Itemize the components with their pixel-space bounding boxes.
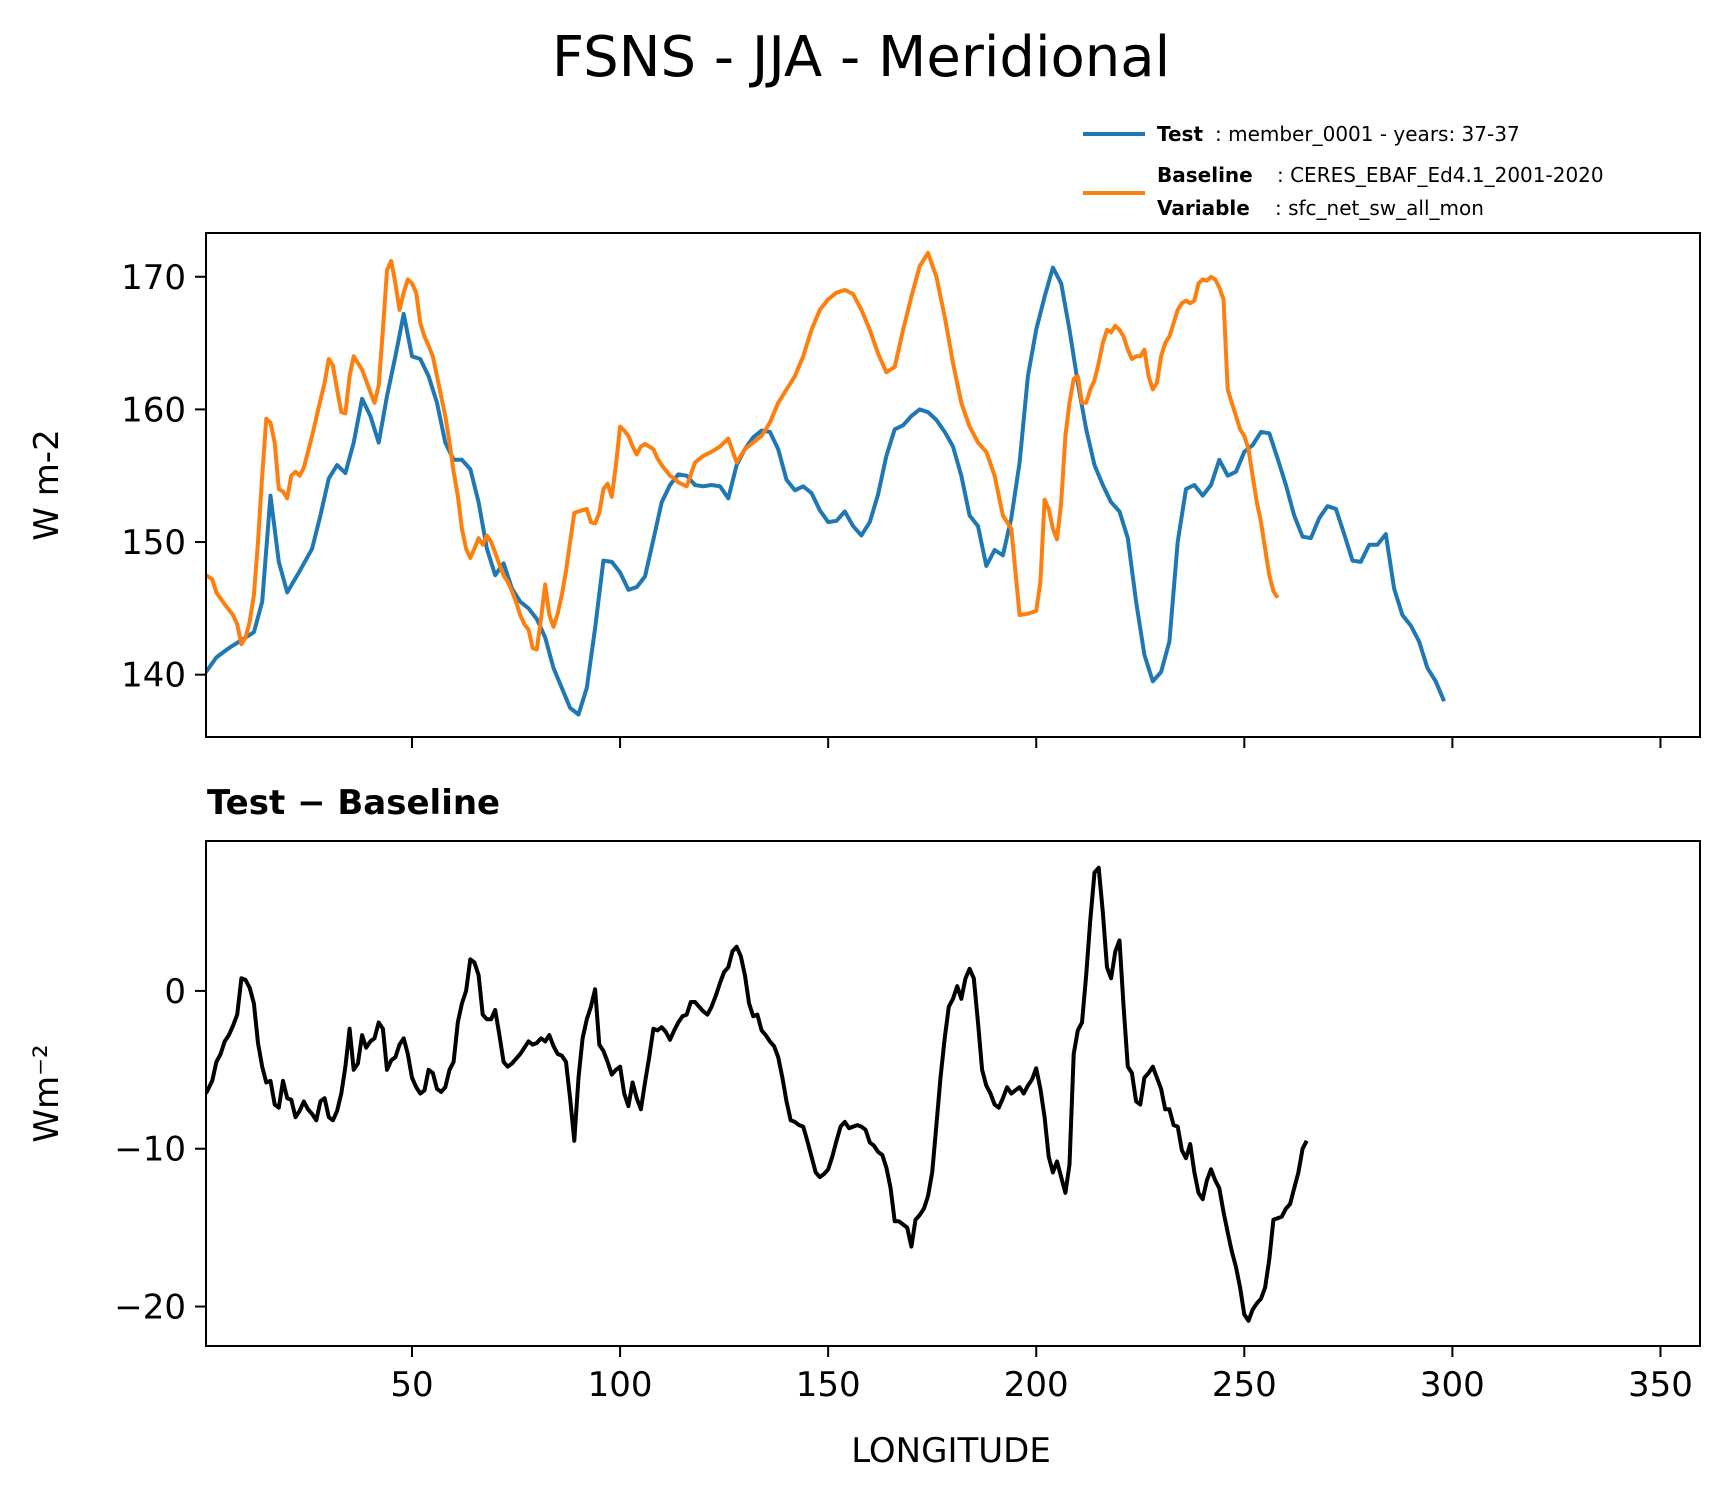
- x-tick-label: 150: [796, 1365, 861, 1405]
- x-tick-label: 300: [1420, 1365, 1485, 1405]
- legend-baseline-key: Baseline: [1157, 163, 1253, 187]
- legend: Test : member_0001 - years: 37-37 Baseli…: [1083, 122, 1604, 220]
- legend-baseline-text: : CERES_EBAF_Ed4.1_2001-2020: [1277, 163, 1604, 187]
- baseline-series-line: [206, 250, 1280, 652]
- axes-frame: [205, 840, 1701, 1347]
- y-tick-label: −20: [114, 1288, 186, 1328]
- y-tick-label: 160: [121, 390, 186, 430]
- x-axis-label: LONGITUDE: [851, 1431, 1051, 1471]
- x-tick-label: 50: [390, 1365, 433, 1405]
- y-tick-label: −10: [114, 1130, 186, 1170]
- y-axis-label: W m-2: [27, 429, 67, 540]
- axes-frame: [205, 232, 1701, 738]
- y-tick-label: 170: [121, 258, 186, 298]
- y-tick-label: 140: [121, 656, 186, 696]
- x-tick-label: 350: [1628, 1365, 1693, 1405]
- figure-title: FSNS - JJA - Meridional: [552, 25, 1170, 90]
- difference-panel-title: Test − Baseline: [207, 783, 500, 823]
- bottom-panel: 0 −10 −20 50 100 150 200 250 300 350 Wm⁻²: [27, 840, 1701, 1405]
- test-series-line: [206, 265, 1446, 717]
- legend-test-text: : member_0001 - years: 37-37: [1215, 122, 1520, 146]
- legend-variable-key: Variable: [1157, 196, 1250, 220]
- y-tick-label: 0: [164, 972, 186, 1012]
- top-panel: 140 150 160 170 W m-2: [27, 232, 1701, 748]
- legend-test-key: Test: [1157, 122, 1203, 146]
- y-tick-label: 150: [121, 523, 186, 563]
- legend-variable-text: : sfc_net_sw_all_mon: [1275, 196, 1484, 220]
- y-axis-label: Wm⁻²: [27, 1044, 67, 1142]
- x-tick-label: 100: [588, 1365, 653, 1405]
- x-tick-label: 250: [1212, 1365, 1277, 1405]
- difference-series-line: [206, 865, 1309, 1323]
- x-tick-label: 200: [1004, 1365, 1069, 1405]
